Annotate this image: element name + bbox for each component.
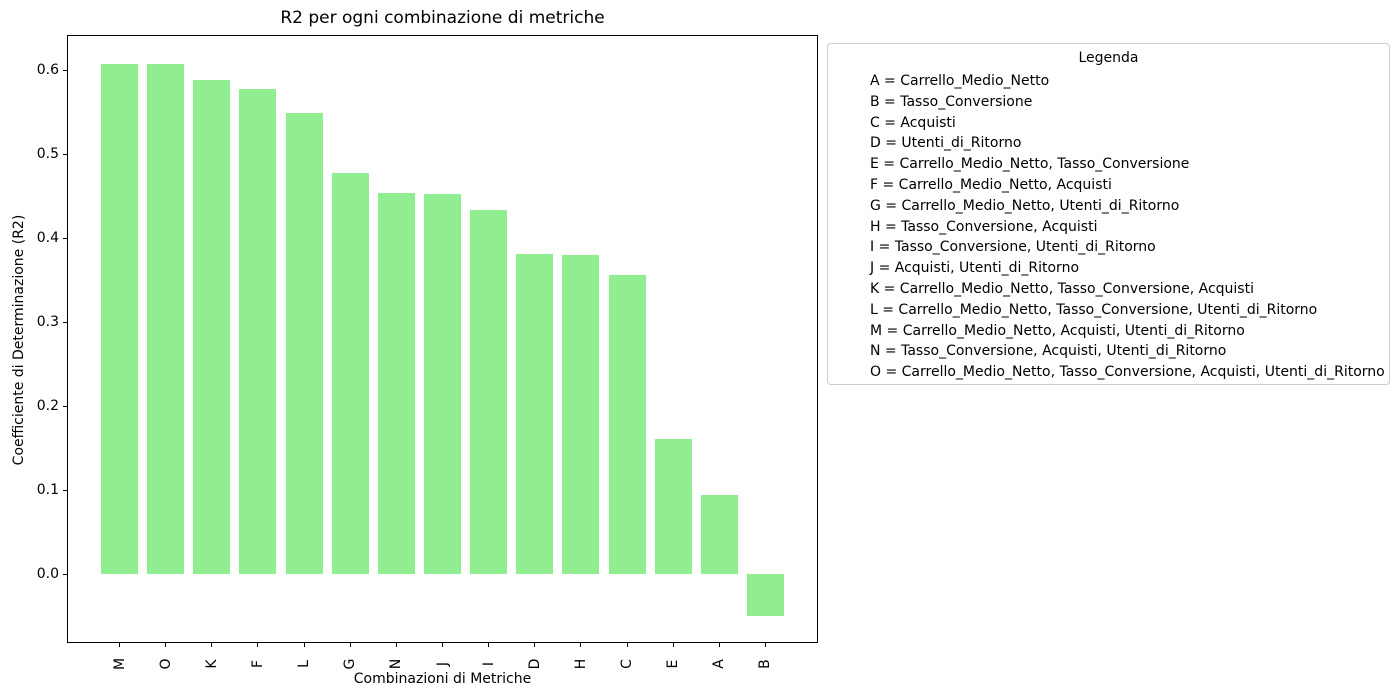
legend-entry: I = Tasso_Conversione, Utenti_di_Ritorno bbox=[870, 239, 1156, 256]
x-tick-mark bbox=[395, 643, 397, 647]
x-tick-mark bbox=[764, 643, 766, 647]
bar-O bbox=[147, 63, 185, 575]
x-tick-mark bbox=[257, 643, 259, 647]
y-tick-mark bbox=[63, 489, 67, 491]
legend-entry: E = Carrello_Medio_Netto, Tasso_Conversi… bbox=[870, 156, 1190, 173]
bar-A bbox=[700, 495, 738, 575]
y-tick-label: 0.0 bbox=[36, 566, 59, 583]
bar-N bbox=[377, 192, 415, 575]
x-tick-mark bbox=[488, 643, 490, 647]
bar-C bbox=[608, 275, 646, 575]
y-tick-label: 0.6 bbox=[36, 62, 59, 79]
x-tick-mark bbox=[672, 643, 674, 647]
legend-entry: D = Utenti_di_Ritorno bbox=[870, 135, 1022, 152]
y-axis-label: Coefficiente di Determinazione (R2) bbox=[11, 214, 27, 466]
legend-entry: G = Carrello_Medio_Netto, Utenti_di_Rito… bbox=[870, 197, 1180, 214]
y-tick-label: 0.5 bbox=[36, 146, 59, 163]
legend-entry: N = Tasso_Conversione, Acquisti, Utenti_… bbox=[870, 343, 1227, 360]
bar-D bbox=[516, 254, 554, 575]
bar-I bbox=[470, 209, 508, 575]
plot-area bbox=[67, 35, 818, 643]
x-axis-label: Combinazioni di Metriche bbox=[353, 671, 532, 687]
y-tick-label: 0.3 bbox=[36, 314, 59, 331]
legend-entry: A = Carrello_Medio_Netto bbox=[870, 73, 1050, 89]
x-tick-mark bbox=[349, 643, 351, 647]
bar-F bbox=[239, 88, 277, 575]
legend-entry: C = Acquisti bbox=[870, 114, 956, 131]
legend-entry: H = Tasso_Conversione, Acquisti bbox=[870, 218, 1098, 235]
y-tick-mark bbox=[63, 405, 67, 407]
legend-title: Legenda bbox=[1078, 50, 1139, 66]
x-tick-mark bbox=[580, 643, 582, 647]
bar-B bbox=[746, 574, 784, 617]
x-tick-mark bbox=[303, 643, 305, 647]
y-tick-mark bbox=[63, 69, 67, 71]
legend: Legenda A = Carrello_Medio_Netto B = Tass… bbox=[827, 43, 1390, 385]
y-tick-label: 0.4 bbox=[36, 230, 59, 247]
bar-K bbox=[193, 80, 231, 575]
x-tick-mark bbox=[626, 643, 628, 647]
legend-entry: K = Carrello_Medio_Netto, Tasso_Conversi… bbox=[870, 280, 1254, 297]
legend-entry: B = Tasso_Conversione bbox=[870, 93, 1033, 110]
legend-entries: A = Carrello_Medio_Netto B = Tasso_Conver… bbox=[828, 71, 1389, 383]
bar-M bbox=[101, 63, 139, 575]
bar-E bbox=[654, 438, 692, 575]
chart-title: R2 per ogni combinazione di metriche bbox=[280, 8, 605, 28]
x-tick-mark bbox=[165, 643, 167, 647]
legend-entry: M = Carrello_Medio_Netto, Acquisti, Uten… bbox=[870, 322, 1245, 339]
bar-L bbox=[285, 113, 323, 575]
x-tick-mark bbox=[119, 643, 121, 647]
legend-entry: J = Acquisti, Utenti_di_Ritorno bbox=[870, 260, 1080, 277]
y-tick-mark bbox=[63, 237, 67, 239]
x-tick-mark bbox=[534, 643, 536, 647]
x-tick-mark bbox=[442, 643, 443, 647]
y-tick-label: 0.2 bbox=[36, 398, 59, 415]
legend-entry: F = Carrello_Medio_Netto, Acquisti bbox=[870, 176, 1112, 193]
bar-J bbox=[424, 193, 461, 575]
y-tick-label: 0.1 bbox=[36, 482, 59, 499]
y-tick-mark bbox=[63, 321, 67, 323]
y-tick-mark bbox=[63, 573, 67, 575]
x-tick-mark bbox=[718, 643, 720, 647]
legend-entry: O = Carrello_Medio_Netto, Tasso_Conversi… bbox=[870, 364, 1385, 381]
y-tick-mark bbox=[63, 153, 67, 155]
bar-H bbox=[562, 255, 600, 575]
bar-G bbox=[331, 172, 369, 575]
legend-entry: L = Carrello_Medio_Netto, Tasso_Conversi… bbox=[870, 301, 1318, 318]
x-tick-mark bbox=[211, 643, 213, 647]
